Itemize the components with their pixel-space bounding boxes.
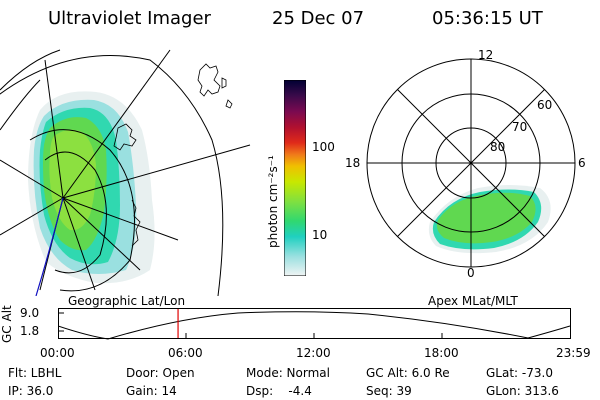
colorbar xyxy=(284,80,306,276)
date-label: 25 Dec 07 xyxy=(272,8,365,29)
altitude-timeline xyxy=(58,308,571,340)
timeline-ylabel: GC Alt xyxy=(0,305,14,343)
gain-label: Gain: 14 xyxy=(126,384,177,398)
glon-label: GLon: 313.6 xyxy=(486,384,559,398)
polar-caption: Apex MLat/MLT xyxy=(428,294,518,308)
lat-label-70: 70 xyxy=(512,120,528,134)
polar-aurora-image xyxy=(428,185,551,254)
timeline-xtick-0: 00:00 xyxy=(40,346,75,360)
altitude-curve xyxy=(58,311,571,340)
geo-caption: Geographic Lat/Lon xyxy=(68,294,186,308)
mlt-label-6: 6 xyxy=(578,156,586,170)
timeline-xtick-1: 06:00 xyxy=(168,346,203,360)
mlt-label-18: 18 xyxy=(345,156,361,170)
filter-label: Flt: LBHL xyxy=(8,366,62,380)
door-label: Door: Open xyxy=(126,366,195,380)
glat-label: GLat: -73.0 xyxy=(486,366,553,380)
colorbar-unit-label: photon cm⁻²s⁻¹ xyxy=(266,155,280,248)
timeline-xtick-4: 23:59 xyxy=(556,346,591,360)
geographic-map xyxy=(0,49,251,296)
dsp-label: Dsp: -4.4 xyxy=(246,384,312,398)
timeline-ytick-9: 9.0 xyxy=(20,306,40,320)
timeline-ytick-1.8: 1.8 xyxy=(20,324,40,338)
sub-satellite-track xyxy=(35,197,64,296)
geo-coastlines xyxy=(113,63,233,247)
geo-aurora-image xyxy=(28,91,155,284)
ip-label: IP: 36.0 xyxy=(8,384,54,398)
mlt-label-0: 0 xyxy=(467,266,475,280)
instrument-title: Ultraviolet Imager xyxy=(48,8,211,29)
geo-grid xyxy=(0,49,251,296)
seq-label: Seq: 39 xyxy=(366,384,412,398)
mode-label: Mode: Normal xyxy=(246,366,330,380)
polar-plot xyxy=(366,58,576,268)
colorbar-tick-100: 100 xyxy=(312,140,335,154)
polar-grid xyxy=(366,58,576,268)
timeline-xtick-3: 18:00 xyxy=(424,346,459,360)
mlt-label-12: 12 xyxy=(478,48,494,62)
colorbar-tick-10: 10 xyxy=(312,228,328,242)
timeline-xtick-2: 12:00 xyxy=(296,346,331,360)
gc-alt-label: GC Alt: 6.0 Re xyxy=(366,366,450,380)
time-label: 05:36:15 UT xyxy=(432,8,543,29)
lat-label-80: 80 xyxy=(490,140,506,154)
lat-label-60: 60 xyxy=(537,98,553,112)
